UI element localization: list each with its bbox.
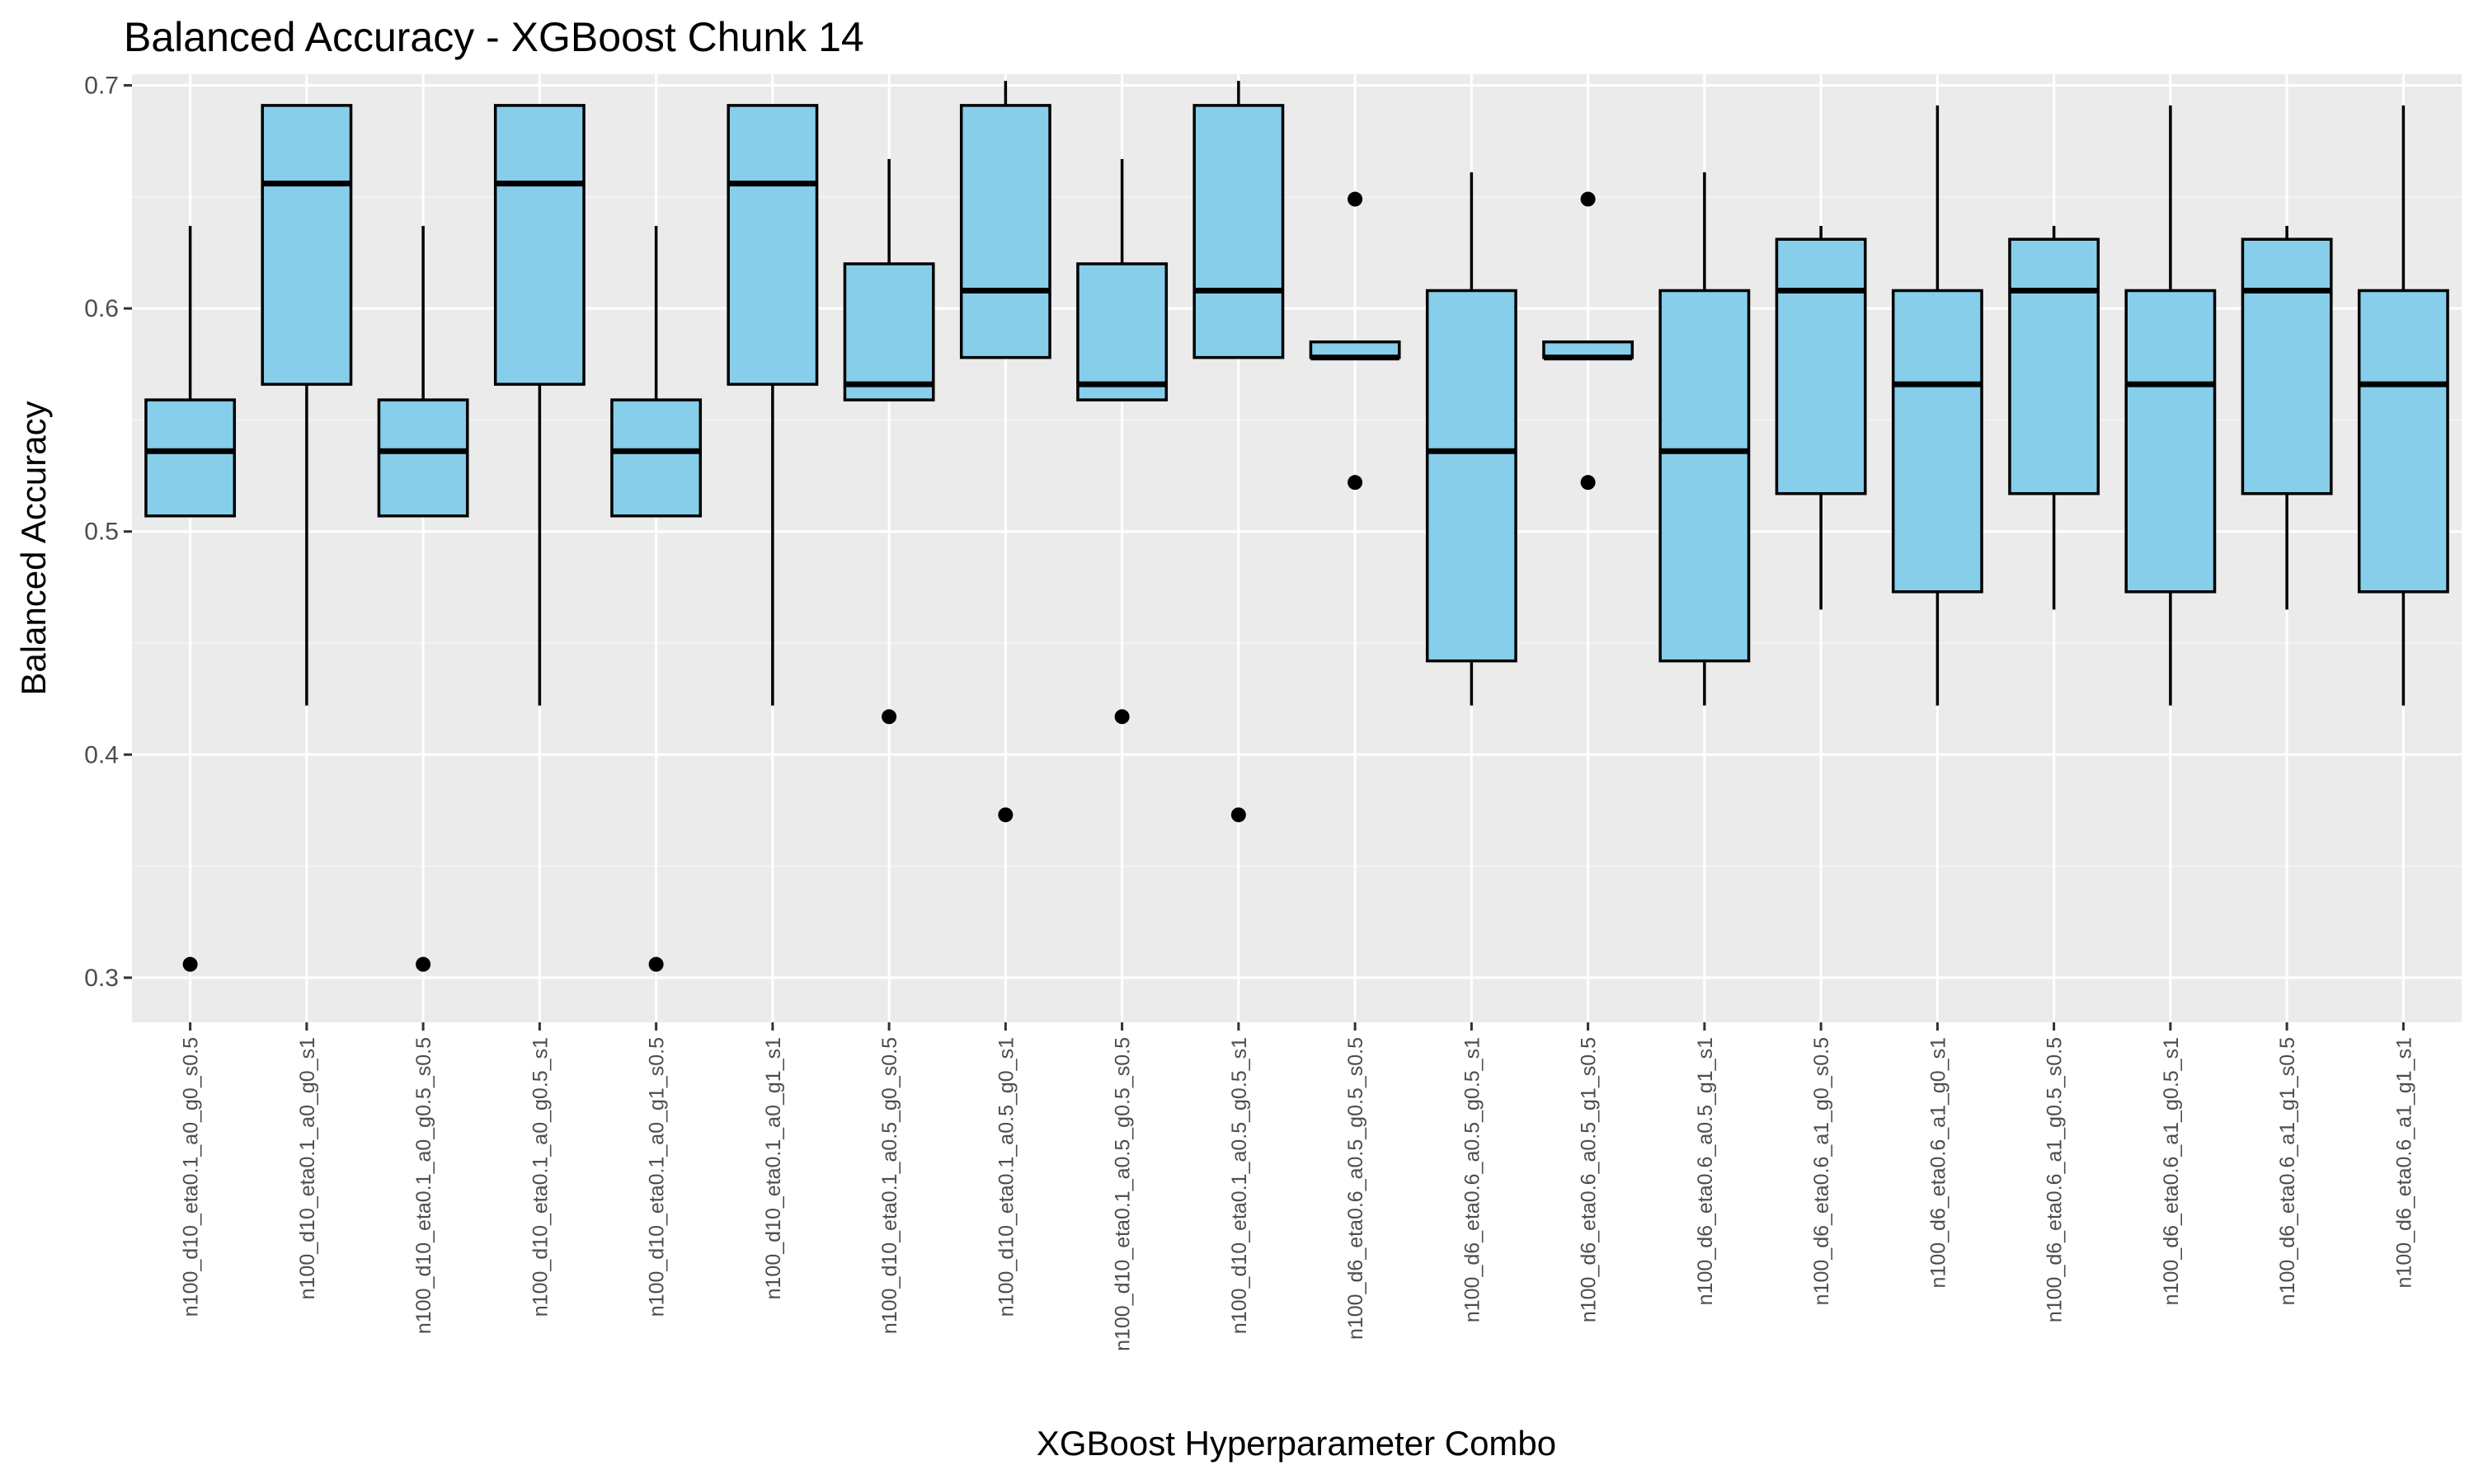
plot-panel: [132, 74, 2462, 1022]
x-tick-label: n100_d10_eta0.1_a0.5_g0.5_s0.5: [1112, 1037, 1135, 1351]
box-n100_d10_eta0.1_a0_g1_s1: [727, 104, 819, 706]
iqr-box: [1775, 237, 1867, 495]
outlier-point: [882, 709, 897, 725]
box-n100_d6_eta0.6_a1_g1_s0.5: [2241, 226, 2333, 610]
boxes-layer: [144, 81, 2449, 972]
iqr-box: [2008, 237, 2100, 495]
x-tick-label: n100_d6_eta0.6_a1_g0_s1: [1926, 1037, 1950, 1288]
x-tick-label: n100_d10_eta0.1_a0_g0_s1: [296, 1037, 319, 1299]
iqr-box: [2124, 289, 2217, 594]
box-n100_d10_eta0.1_a0.5_g0_s1: [959, 81, 1051, 823]
box-n100_d6_eta0.6_a1_g0.5_s0.5: [2008, 226, 2100, 610]
y-tick-label: 0.4: [84, 741, 119, 768]
outlier-point: [1580, 191, 1596, 207]
y-tick-label: 0.3: [84, 965, 119, 992]
box-n100_d6_eta0.6_a1_g0_s0.5: [1775, 226, 1867, 610]
x-tick-label: n100_d10_eta0.1_a0.5_g0_s0.5: [878, 1037, 901, 1334]
x-tick-label: n100_d10_eta0.1_a0_g1_s1: [762, 1037, 785, 1299]
box-n100_d10_eta0.1_a0.5_g0.5_s1: [1192, 81, 1285, 823]
x-tick-label: n100_d6_eta0.6_a0.5_g0.5_s0.5: [1344, 1037, 1367, 1340]
outlier-point: [182, 956, 198, 972]
outlier-point: [648, 956, 664, 972]
iqr-box: [1425, 289, 1517, 663]
x-tick-label: n100_d6_eta0.6_a1_g0_s0.5: [1810, 1037, 1833, 1305]
chart-title: Balanced Accuracy - XGBoost Chunk 14: [124, 14, 864, 60]
x-tick-label: n100_d10_eta0.1_a0.5_g0_s1: [995, 1037, 1018, 1317]
x-tick-label: n100_d10_eta0.1_a0.5_g0.5_s1: [1228, 1037, 1251, 1334]
x-tick-label: n100_d6_eta0.6_a0.5_g1_s0.5: [1578, 1037, 1601, 1322]
x-tick-label: n100_d10_eta0.1_a0_g0.5_s0.5: [412, 1037, 435, 1334]
box-n100_d10_eta0.1_a0_g0_s1: [261, 104, 353, 706]
box-n100_d10_eta0.1_a0_g0.5_s1: [493, 104, 586, 706]
x-tick-label: n100_d10_eta0.1_a0_g0_s0.5: [180, 1037, 203, 1317]
x-tick-label: n100_d6_eta0.6_a1_g1_s1: [2392, 1037, 2415, 1288]
x-tick-label: n100_d6_eta0.6_a0.5_g1_s1: [1694, 1037, 1717, 1305]
box-n100_d10_eta0.1_a0_g0.5_s0.5: [377, 226, 469, 972]
x-tick-label: n100_d6_eta0.6_a1_g1_s0.5: [2276, 1037, 2299, 1305]
y-tick-label: 0.6: [84, 295, 119, 322]
iqr-box: [959, 104, 1051, 359]
iqr-box: [843, 262, 935, 402]
outlier-point: [998, 807, 1014, 823]
box-n100_d10_eta0.1_a0_g1_s0.5: [610, 226, 703, 972]
iqr-box: [2357, 289, 2449, 594]
box-n100_d10_eta0.1_a0_g0_s0.5: [144, 226, 237, 972]
outlier-point: [1114, 709, 1130, 725]
iqr-box: [261, 104, 353, 386]
box-n100_d10_eta0.1_a0.5_g0_s0.5: [843, 158, 935, 725]
y-tick-label: 0.7: [84, 73, 119, 100]
iqr-box: [493, 104, 586, 386]
outlier-point: [1348, 475, 1363, 491]
outlier-point: [1230, 807, 1246, 823]
box-n100_d6_eta0.6_a1_g0.5_s1: [2124, 105, 2217, 706]
iqr-box: [1076, 262, 1169, 402]
iqr-box: [1891, 289, 1983, 594]
box-n100_d6_eta0.6_a0.5_g1_s0.5: [1542, 191, 1634, 491]
x-tick-label: n100_d10_eta0.1_a0_g1_s0.5: [646, 1037, 669, 1317]
iqr-box: [144, 398, 237, 518]
box-n100_d6_eta0.6_a0.5_g1_s1: [1658, 172, 1751, 706]
iqr-box: [727, 104, 819, 386]
box-n100_d6_eta0.6_a1_g1_s1: [2357, 105, 2449, 706]
x-axis-title: XGBoost Hyperparameter Combo: [1037, 1424, 1556, 1463]
y-axis: 0.3 0.4 0.5 0.6 0.7: [84, 73, 132, 992]
outlier-point: [1580, 475, 1596, 491]
iqr-box: [2241, 237, 2333, 495]
iqr-box: [1192, 104, 1285, 359]
box-n100_d6_eta0.6_a0.5_g0.5_s0.5: [1309, 191, 1401, 491]
iqr-box: [377, 398, 469, 518]
x-tick-label: n100_d6_eta0.6_a0.5_g0.5_s1: [1460, 1037, 1484, 1322]
box-n100_d6_eta0.6_a1_g0_s1: [1891, 105, 1983, 706]
x-axis: n100_d10_eta0.1_a0_g0_s0.5 n100_d10_eta0.…: [180, 1022, 2415, 1351]
x-tick-label: n100_d6_eta0.6_a1_g0.5_s0.5: [2044, 1037, 2067, 1322]
box-n100_d6_eta0.6_a0.5_g0.5_s1: [1425, 172, 1517, 706]
y-axis-title: Balanced Accuracy: [14, 401, 53, 695]
iqr-box: [610, 398, 703, 518]
iqr-box: [1658, 289, 1751, 663]
outlier-point: [416, 956, 431, 972]
box-n100_d10_eta0.1_a0.5_g0.5_s0.5: [1076, 158, 1169, 725]
outlier-point: [1348, 191, 1363, 207]
x-tick-label: n100_d10_eta0.1_a0_g0.5_s1: [529, 1037, 552, 1317]
x-tick-label: n100_d6_eta0.6_a1_g0.5_s1: [2160, 1037, 2183, 1305]
y-tick-label: 0.5: [84, 519, 119, 546]
